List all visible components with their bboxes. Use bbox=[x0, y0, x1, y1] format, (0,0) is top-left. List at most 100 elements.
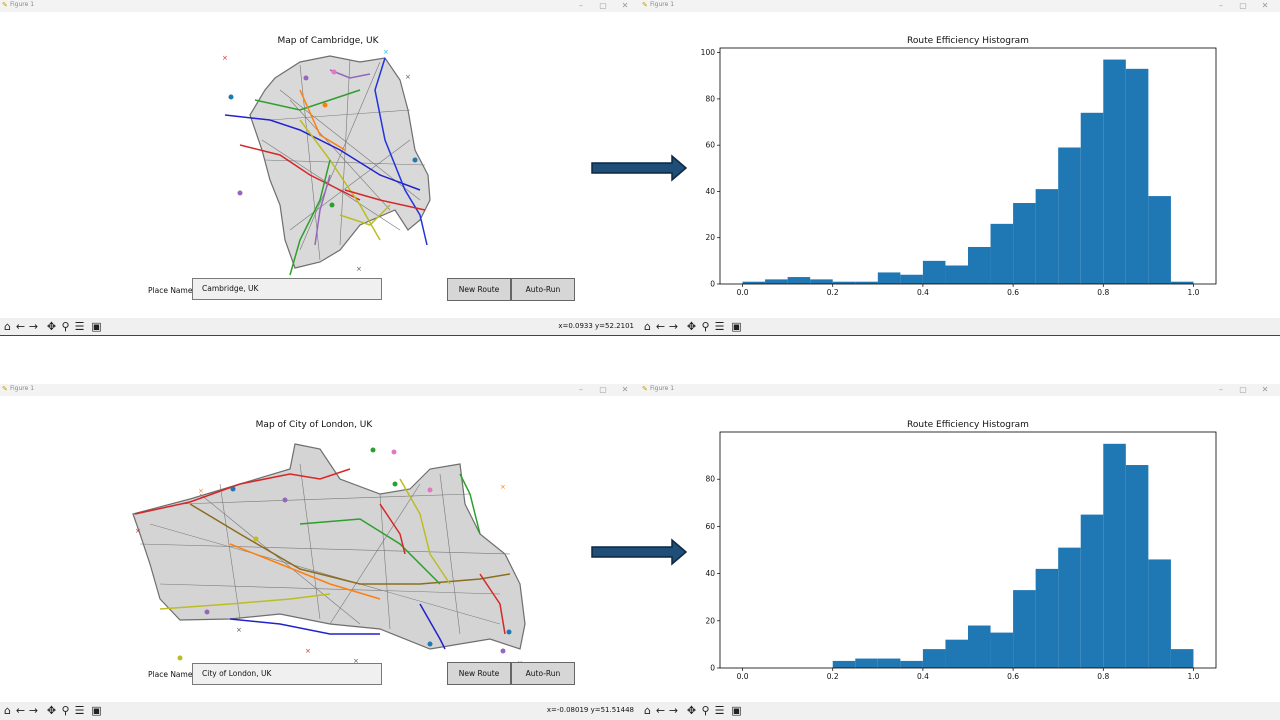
window-title: Figure 1 bbox=[10, 385, 35, 392]
forward-arrow-icon[interactable]: → bbox=[28, 320, 39, 333]
home-icon[interactable]: ⌂ bbox=[644, 704, 651, 717]
configure-subplots-icon[interactable]: ☰ bbox=[74, 704, 85, 717]
navigation-toolbar: ⌂ ← → ✥ ⚲ ☰ ▣ x=0.0933 y=52.2101 bbox=[0, 318, 640, 336]
x-tick-label: 0.0 bbox=[737, 672, 749, 681]
home-icon[interactable]: ⌂ bbox=[4, 320, 11, 333]
histogram-bar bbox=[1170, 281, 1194, 284]
window-title: Figure 1 bbox=[10, 1, 35, 8]
histogram-bar bbox=[1058, 147, 1081, 284]
close-button[interactable]: ✕ bbox=[621, 1, 629, 10]
home-icon[interactable]: ⌂ bbox=[644, 320, 651, 333]
histogram-bar bbox=[1103, 443, 1126, 668]
zoom-icon[interactable]: ⚲ bbox=[701, 704, 710, 717]
auto-run-button[interactable]: Auto-Run bbox=[511, 662, 575, 685]
y-tick-label: 20 bbox=[705, 233, 715, 242]
configure-subplots-icon[interactable]: ☰ bbox=[74, 320, 85, 333]
pan-icon[interactable]: ✥ bbox=[686, 320, 697, 333]
navigation-toolbar: ⌂ ← → ✥ ⚲ ☰ ▣ x=-0.08019 y=51.51448 bbox=[0, 702, 640, 720]
maximize-button[interactable]: ▢ bbox=[1239, 1, 1247, 10]
histogram-bar bbox=[1148, 196, 1171, 284]
plot-frame bbox=[719, 47, 1217, 285]
y-tick-label: 0 bbox=[710, 664, 715, 673]
back-arrow-icon[interactable]: ← bbox=[15, 320, 26, 333]
road-network bbox=[132, 443, 526, 650]
maximize-button[interactable]: ▢ bbox=[1239, 385, 1247, 394]
configure-subplots-icon[interactable]: ☰ bbox=[714, 320, 725, 333]
histogram-bar bbox=[900, 274, 923, 284]
histogram-bars bbox=[832, 443, 1194, 668]
title-bar: ✎ Figure 1 – ▢ ✕ bbox=[640, 0, 1280, 12]
cursor-coordinates: x=-0.08019 y=51.51448 bbox=[546, 706, 634, 714]
zoom-icon[interactable]: ⚲ bbox=[61, 704, 70, 717]
configure-subplots-icon[interactable]: ☰ bbox=[714, 704, 725, 717]
histogram-bar bbox=[1125, 465, 1149, 668]
svg-text:×: × bbox=[198, 487, 204, 495]
arrow-icon bbox=[591, 154, 688, 182]
y-tick-label: 60 bbox=[705, 141, 715, 150]
forward-arrow-icon[interactable]: → bbox=[668, 704, 679, 717]
save-icon[interactable]: ▣ bbox=[91, 320, 102, 333]
road-network bbox=[249, 55, 431, 269]
x-tick-label: 0.8 bbox=[1097, 672, 1109, 681]
close-button[interactable]: ✕ bbox=[1261, 385, 1269, 394]
minimize-button[interactable]: – bbox=[1219, 1, 1223, 10]
minimize-button[interactable]: – bbox=[579, 385, 583, 394]
svg-text:×: × bbox=[236, 626, 242, 634]
back-arrow-icon[interactable]: ← bbox=[15, 704, 26, 717]
histogram-bar bbox=[922, 649, 946, 668]
pan-icon[interactable]: ✥ bbox=[46, 704, 57, 717]
map-window-london: ✎ Figure 1 – ▢ ✕ Map of City of London, … bbox=[0, 384, 640, 720]
histogram-bar bbox=[787, 277, 811, 284]
navigation-toolbar: ⌂ ← → ✥ ⚲ ☰ ▣ bbox=[640, 318, 1280, 336]
close-button[interactable]: ✕ bbox=[621, 385, 629, 394]
svg-text:×: × bbox=[305, 647, 311, 655]
place-name-label: Place Name bbox=[148, 286, 193, 295]
back-arrow-icon[interactable]: ← bbox=[655, 704, 666, 717]
x-tick-label: 0.4 bbox=[917, 672, 929, 681]
svg-text:×: × bbox=[383, 48, 389, 56]
histogram-bar bbox=[1035, 189, 1059, 284]
save-icon[interactable]: ▣ bbox=[731, 704, 742, 717]
histogram-bar bbox=[1170, 649, 1194, 668]
histogram-bar bbox=[1058, 547, 1081, 668]
home-icon[interactable]: ⌂ bbox=[4, 704, 11, 717]
auto-run-button[interactable]: Auto-Run bbox=[511, 278, 575, 301]
figure-icon: ✎ bbox=[642, 1, 648, 9]
histogram-chart: 0.0 0.2 0.4 0.6 0.8 1.0 0 20 40 60 80 bbox=[705, 431, 1217, 681]
back-arrow-icon[interactable]: ← bbox=[655, 320, 666, 333]
chart-title: Route Efficiency Histogram bbox=[907, 420, 1029, 430]
zoom-icon[interactable]: ⚲ bbox=[701, 320, 710, 333]
maximize-button[interactable]: ▢ bbox=[599, 1, 607, 10]
minimize-button[interactable]: – bbox=[1219, 385, 1223, 394]
minimize-button[interactable]: – bbox=[579, 1, 583, 10]
pan-icon[interactable]: ✥ bbox=[686, 704, 697, 717]
place-name-input[interactable]: City of London, UK bbox=[192, 663, 382, 685]
x-tick-label: 0.2 bbox=[827, 288, 839, 297]
histogram-chart: 0.0 0.2 0.4 0.6 0.8 1.0 0 20 40 60 80 100 bbox=[701, 47, 1217, 297]
histogram-bar bbox=[1148, 559, 1171, 668]
y-tick-label: 60 bbox=[705, 522, 715, 531]
pan-icon[interactable]: ✥ bbox=[46, 320, 57, 333]
place-name-label: Place Name bbox=[148, 670, 193, 679]
forward-arrow-icon[interactable]: → bbox=[28, 704, 39, 717]
map-window-cambridge: ✎ Figure 1 – ▢ ✕ Map of Cambridge, UK bbox=[0, 0, 640, 336]
save-icon[interactable]: ▣ bbox=[731, 320, 742, 333]
navigation-toolbar: ⌂ ← → ✥ ⚲ ☰ ▣ bbox=[640, 702, 1280, 720]
place-name-input[interactable]: Cambridge, UK bbox=[192, 278, 382, 300]
map-title: Map of City of London, UK bbox=[255, 420, 373, 430]
x-tick-label: 0.0 bbox=[737, 288, 749, 297]
plot-frame bbox=[719, 431, 1217, 669]
histogram-bars bbox=[742, 59, 1194, 284]
maximize-button[interactable]: ▢ bbox=[599, 385, 607, 394]
new-route-button[interactable]: New Route bbox=[447, 662, 511, 685]
save-icon[interactable]: ▣ bbox=[91, 704, 102, 717]
figure-icon: ✎ bbox=[642, 385, 648, 393]
svg-text:×: × bbox=[135, 527, 141, 535]
close-button[interactable]: ✕ bbox=[1261, 1, 1269, 10]
zoom-icon[interactable]: ⚲ bbox=[61, 320, 70, 333]
histogram-bar bbox=[855, 658, 878, 668]
histogram-bar bbox=[922, 260, 946, 284]
histogram-bar bbox=[990, 223, 1014, 284]
forward-arrow-icon[interactable]: → bbox=[668, 320, 679, 333]
new-route-button[interactable]: New Route bbox=[447, 278, 511, 301]
